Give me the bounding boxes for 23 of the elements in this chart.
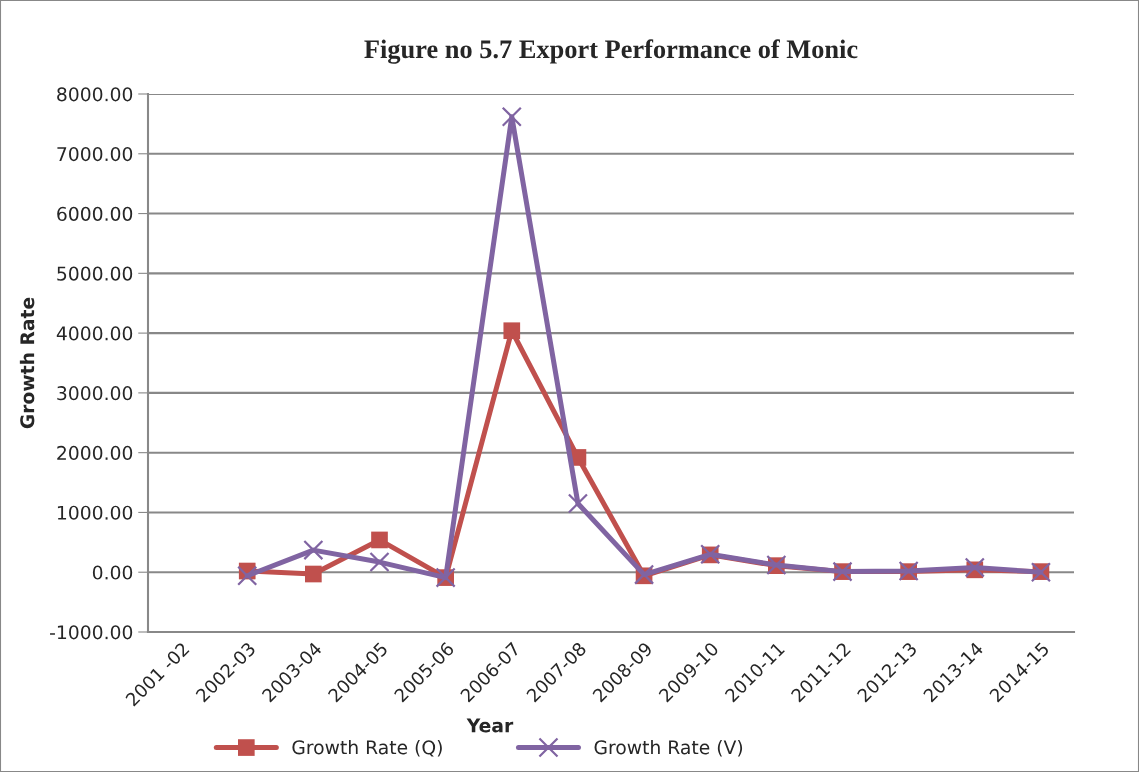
y-tick-label: 5000.00 bbox=[57, 266, 133, 281]
y-tick-label: 6000.00 bbox=[57, 206, 133, 221]
point bbox=[371, 531, 388, 549]
point bbox=[369, 551, 390, 573]
point bbox=[503, 322, 521, 340]
y-tick-label: 7000.00 bbox=[57, 146, 133, 162]
point bbox=[305, 565, 322, 583]
y-tick-label: 0.00 bbox=[92, 565, 133, 580]
point bbox=[303, 539, 324, 561]
point bbox=[567, 493, 589, 514]
y-tick-label: -1000.00 bbox=[50, 625, 133, 640]
y-tick-label: 1000.00 bbox=[57, 505, 133, 520]
x-axis-title: Year bbox=[466, 718, 514, 733]
chart-title: Figure no 5.7 Export Performance of Monic bbox=[364, 39, 858, 64]
point bbox=[237, 565, 258, 586]
legend-label: Growth Rate (Q) bbox=[292, 739, 442, 757]
y-tick-label: 8000.00 bbox=[57, 87, 133, 102]
y-tick-label: 4000.00 bbox=[56, 326, 133, 341]
y-tick-label: 3000.00 bbox=[57, 386, 133, 401]
point bbox=[501, 106, 522, 127]
y-tick-label: 2000.00 bbox=[57, 445, 133, 461]
legend-label: Growth Rate (V) bbox=[594, 739, 743, 757]
y-axis-title: Growth Rate bbox=[19, 297, 35, 429]
